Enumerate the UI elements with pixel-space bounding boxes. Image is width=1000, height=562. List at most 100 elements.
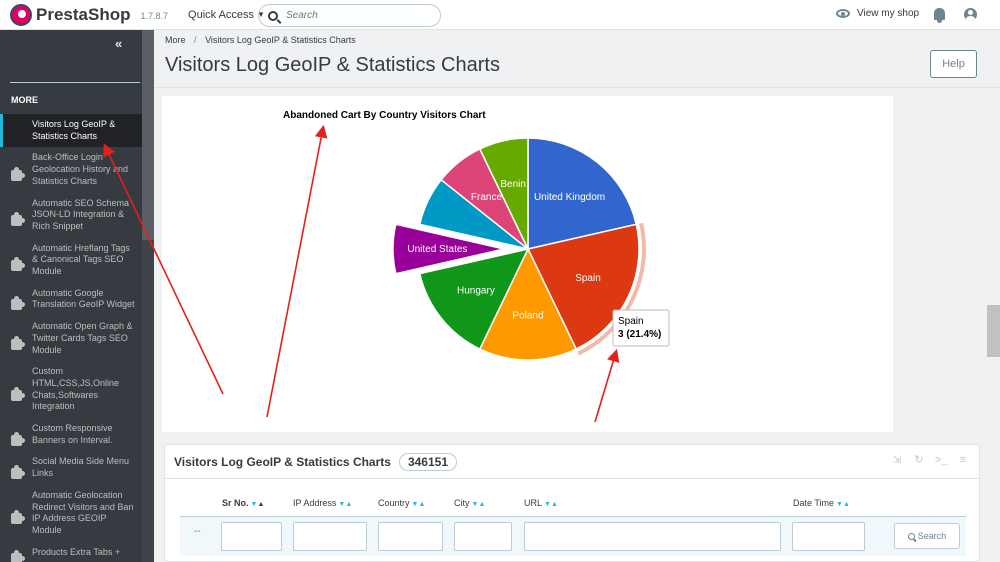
user-account-icon[interactable] (964, 8, 977, 21)
sidebar-item-label: Back-Office Login Geolocation History an… (32, 152, 128, 185)
version-label: 1.7.8.7 (140, 11, 168, 21)
sort-arrows-icon[interactable]: ▼▲ (338, 501, 352, 508)
sidebar-item[interactable]: Back-Office Login Geolocation History an… (0, 147, 142, 192)
search-bar (258, 4, 441, 27)
column-header[interactable]: Sr No. ▼▲ (222, 498, 264, 508)
help-button[interactable]: Help (930, 50, 977, 78)
bulk-action-placeholder: -- (194, 526, 201, 537)
puzzle-icon (11, 170, 22, 181)
sidebar-scrollbar-thumb[interactable] (142, 30, 154, 240)
breadcrumb-parent[interactable]: More (165, 35, 186, 45)
sidebar-item[interactable]: Custom HTML,CSS,JS,Online Chats,Software… (0, 361, 142, 418)
sidebar-item-label: Custom Responsive Banners on Interval. (32, 423, 113, 445)
sort-arrows-icon[interactable]: ▼▲ (251, 501, 265, 508)
database-icon[interactable]: ≡ (957, 454, 969, 466)
sidebar-item[interactable]: Automatic Open Graph & Twitter Cards Tag… (0, 316, 142, 361)
column-header-label: Sr No. (222, 498, 249, 508)
sort-arrows-icon[interactable]: ▼▲ (412, 501, 426, 508)
panel-header: Visitors Log GeoIP & Statistics Charts 3… (165, 445, 979, 479)
sort-arrows-icon[interactable]: ▼▲ (472, 501, 486, 508)
puzzle-icon (11, 435, 22, 446)
tooltip-category: Spain (618, 316, 644, 327)
double-chevron-left-icon[interactable]: « (115, 36, 122, 51)
search-button-label: Search (918, 531, 947, 541)
search-button[interactable]: Search (894, 523, 960, 549)
pie-slice-label: Spain (575, 273, 601, 284)
sidebar-item-label: Automatic Open Graph & Twitter Cards Tag… (32, 321, 133, 354)
sidebar-item-label: Visitors Log GeoIP & Statistics Charts (32, 119, 115, 141)
tooltip-value: 3 (21.4%) (618, 329, 661, 340)
search-icon[interactable] (268, 11, 278, 21)
prestashop-logo-icon (10, 4, 32, 26)
bell-icon[interactable] (934, 8, 945, 20)
view-shop-link[interactable]: View my shop (836, 8, 919, 19)
filter-city[interactable] (454, 522, 512, 551)
column-header[interactable]: IP Address ▼▲ (293, 498, 352, 508)
filter-url[interactable] (524, 522, 781, 551)
filter-country[interactable] (378, 522, 443, 551)
sidebar-item-label: Automatic Hreflang Tags & Canonical Tags… (32, 243, 130, 276)
chart-tooltip: Spain 3 (21.4%) (613, 310, 669, 346)
pie-slice-label: Benin (500, 179, 526, 190)
page-scrollbar-thumb[interactable] (987, 305, 1000, 357)
puzzle-icon (11, 468, 22, 479)
column-header[interactable]: Country ▼▲ (378, 498, 425, 508)
puzzle-icon (11, 513, 22, 524)
column-header[interactable]: Date Time ▼▲ (793, 498, 850, 508)
column-header-label: City (454, 498, 470, 508)
puzzle-icon (11, 215, 22, 226)
filter-row: -- Search (180, 516, 966, 556)
sidebar-item[interactable]: Automatic Google Translation GeoIP Widge… (0, 283, 142, 316)
chart-title: Abandoned Cart By Country Visitors Chart (283, 110, 486, 121)
column-header-label: URL (524, 498, 542, 508)
column-header[interactable]: City ▼▲ (454, 498, 485, 508)
sidebar-item[interactable]: Visitors Log GeoIP & Statistics Charts (0, 114, 142, 147)
sidebar-menu: Visitors Log GeoIP & Statistics Charts Ba… (0, 114, 142, 562)
search-input[interactable] (286, 10, 426, 21)
sidebar-section-label: MORE (11, 95, 38, 105)
column-header-label: Country (378, 498, 410, 508)
quick-access-label: Quick Access (188, 9, 254, 21)
breadcrumb-current: Visitors Log GeoIP & Statistics Charts (205, 35, 356, 45)
export-icon[interactable]: ⇲ (891, 454, 903, 466)
quick-access-dropdown[interactable]: Quick Access ▼ (188, 9, 265, 21)
breadcrumb-separator: / (194, 35, 197, 45)
puzzle-icon (11, 260, 22, 271)
search-icon (908, 533, 915, 540)
sidebar-item-label: Automatic Geolocation Redirect Visitors … (32, 490, 133, 535)
column-header-label: IP Address (293, 498, 336, 508)
pie-slice-label: United Kingdom (534, 192, 605, 203)
sidebar-item[interactable]: Automatic Hreflang Tags & Canonical Tags… (0, 238, 142, 283)
puzzle-icon (11, 553, 22, 562)
sidebar-item[interactable]: Automatic SEO Schema JSON-LD Integration… (0, 193, 142, 238)
sidebar-item-label: Social Media Side Menu Links (32, 456, 129, 478)
eye-icon (836, 9, 850, 18)
pie-slice-label: United States (407, 244, 467, 255)
puzzle-icon (11, 339, 22, 350)
pie-slice-label: France (471, 192, 503, 203)
prestashop-logo[interactable]: PrestaShop 1.7.8.7 (10, 4, 168, 26)
sidebar: « MORE Visitors Log GeoIP & Statistics C… (0, 30, 154, 562)
filter-date-time[interactable] (792, 522, 865, 551)
filter-sr-no[interactable] (221, 522, 282, 551)
sidebar-item[interactable]: Custom Responsive Banners on Interval. (0, 418, 142, 451)
sidebar-item[interactable]: Automatic Geolocation Redirect Visitors … (0, 485, 142, 542)
header-divider (154, 87, 1000, 88)
table-header-row: Sr No. ▼▲ IP Address ▼▲ Country ▼▲ City ▼▲ URL ▼▲… (165, 498, 979, 512)
count-badge: 346151 (399, 453, 457, 471)
sidebar-item[interactable]: Products Extra Tabs + (0, 542, 142, 562)
breadcrumb: More / Visitors Log GeoIP & Statistics C… (165, 35, 356, 45)
sort-arrows-icon[interactable]: ▼▲ (836, 501, 850, 508)
sort-arrows-icon[interactable]: ▼▲ (544, 501, 558, 508)
refresh-icon[interactable]: ↻ (913, 454, 925, 466)
filter-ip-address[interactable] (293, 522, 367, 551)
sidebar-item[interactable]: Social Media Side Menu Links (0, 451, 142, 484)
sidebar-divider (10, 82, 140, 83)
column-header[interactable]: URL ▼▲ (524, 498, 558, 508)
pie-slice-label: Poland (512, 311, 543, 322)
pie-chart: Abandoned Cart By Country Visitors Chart… (162, 96, 893, 432)
sql-query-icon[interactable]: >_ (935, 454, 947, 466)
sidebar-item-label: Custom HTML,CSS,JS,Online Chats,Software… (32, 366, 119, 411)
visitors-log-panel: Visitors Log GeoIP & Statistics Charts 3… (164, 444, 980, 562)
column-header-label: Date Time (793, 498, 834, 508)
